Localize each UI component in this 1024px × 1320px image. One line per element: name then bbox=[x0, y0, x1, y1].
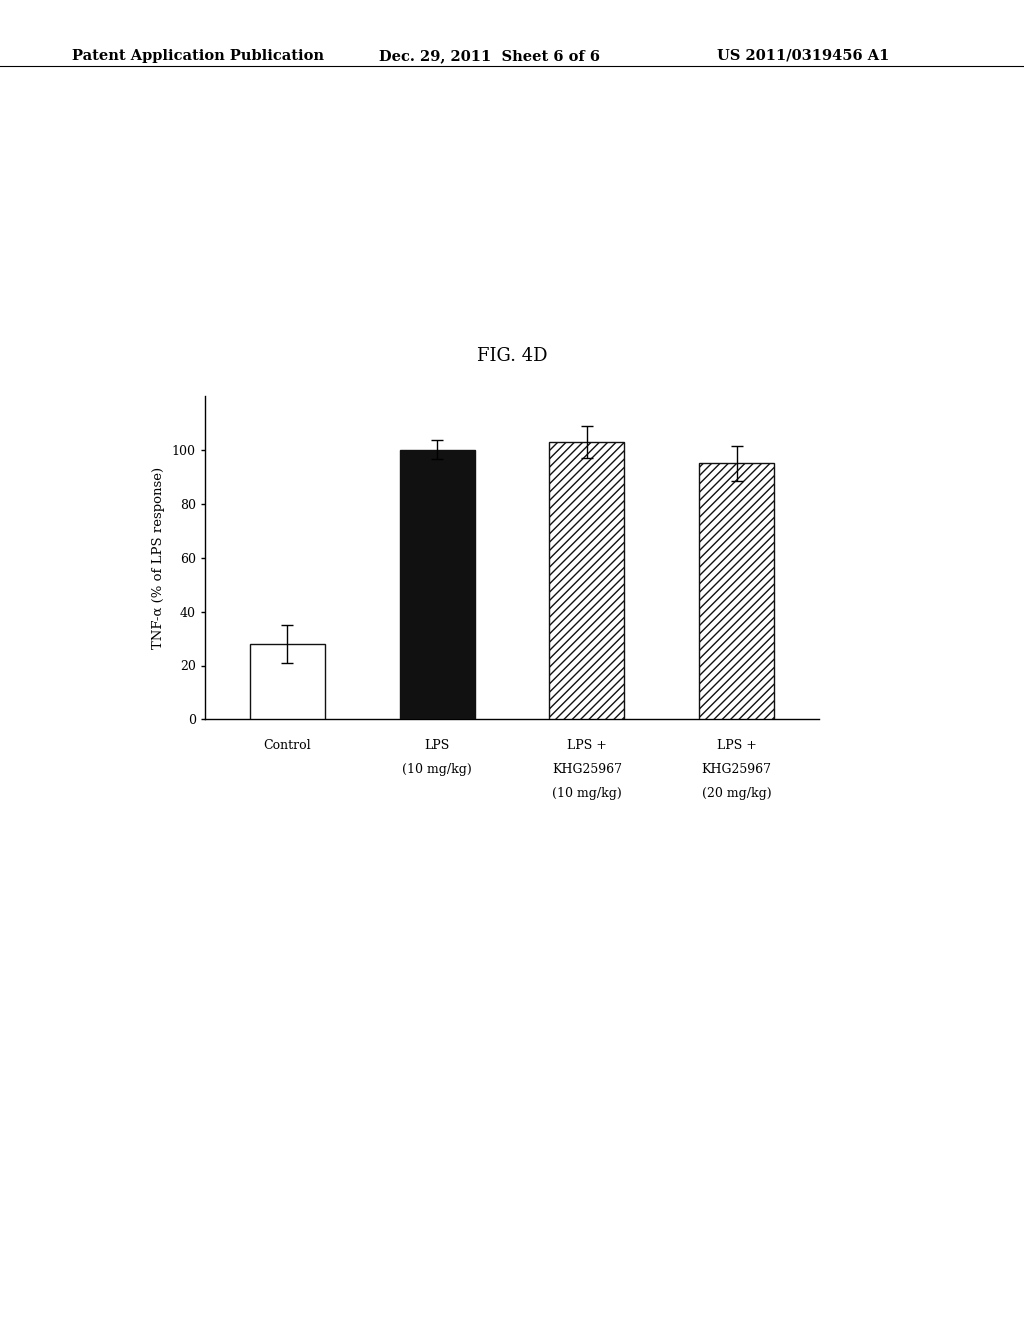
Text: LPS: LPS bbox=[425, 739, 450, 752]
Text: LPS +: LPS + bbox=[717, 739, 757, 752]
Text: LPS +: LPS + bbox=[567, 739, 607, 752]
Text: KHG25967: KHG25967 bbox=[701, 763, 772, 776]
Text: (10 mg/kg): (10 mg/kg) bbox=[402, 763, 472, 776]
Text: Patent Application Publication: Patent Application Publication bbox=[72, 49, 324, 63]
Text: FIG. 4D: FIG. 4D bbox=[477, 347, 547, 366]
Y-axis label: TNF-α (% of LPS response): TNF-α (% of LPS response) bbox=[152, 467, 165, 648]
Bar bbox=[699, 463, 774, 719]
Bar bbox=[399, 450, 474, 719]
Bar bbox=[550, 442, 625, 719]
Text: (20 mg/kg): (20 mg/kg) bbox=[702, 787, 772, 800]
Bar bbox=[250, 644, 325, 719]
Text: US 2011/0319456 A1: US 2011/0319456 A1 bbox=[717, 49, 889, 63]
Text: Control: Control bbox=[263, 739, 311, 752]
Text: (10 mg/kg): (10 mg/kg) bbox=[552, 787, 622, 800]
Text: Dec. 29, 2011  Sheet 6 of 6: Dec. 29, 2011 Sheet 6 of 6 bbox=[379, 49, 600, 63]
Text: KHG25967: KHG25967 bbox=[552, 763, 622, 776]
